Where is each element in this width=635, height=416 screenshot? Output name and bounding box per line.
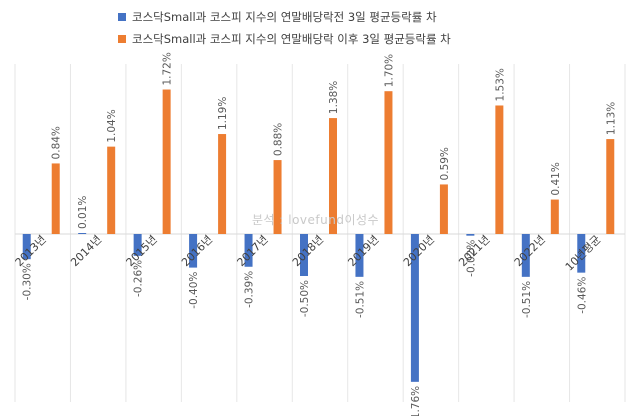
bar-before-0 bbox=[22, 234, 31, 260]
bar-after-2 bbox=[162, 89, 171, 235]
bar-after-3 bbox=[218, 134, 227, 234]
category-tick-labels: 2013년 2014년 2015년 2016년 2017년 2018년 2019년 2020년… bbox=[13, 233, 604, 274]
bar-after-9 bbox=[550, 199, 559, 234]
bar-before-10 bbox=[577, 234, 586, 273]
bar-after-8 bbox=[495, 105, 504, 234]
data-label-before-10: -0.46% bbox=[576, 277, 588, 314]
data-label-before-1: 0.01% bbox=[77, 196, 89, 229]
bar-before-6 bbox=[355, 234, 364, 277]
bar-before-8 bbox=[466, 234, 475, 236]
legend-swatch-series-1 bbox=[118, 13, 126, 21]
bar-after-1 bbox=[107, 146, 116, 234]
tick-label-7: 2020년 bbox=[401, 233, 437, 269]
bar-before-3 bbox=[189, 234, 198, 268]
bar-before-1 bbox=[78, 233, 87, 234]
watermark-annotation: 분석 : lovefund이성수 bbox=[252, 213, 380, 227]
data-label-before-3: -0.40% bbox=[188, 272, 200, 309]
category-gridlines bbox=[14, 64, 626, 402]
data-label-before-8: -0.02% bbox=[465, 240, 477, 277]
legend-swatch-series-2 bbox=[118, 35, 126, 43]
legend-label-series-1: 코스닥Small과 코스피 지수의 연말배당락전 3일 평균등락률 차 bbox=[132, 10, 437, 24]
bar-before-2 bbox=[133, 234, 142, 256]
data-label-before-4: -0.39% bbox=[244, 271, 256, 308]
tick-label-9: 2022년 bbox=[512, 233, 548, 269]
data-label-after-1: 1.04% bbox=[106, 109, 118, 142]
legend: 코스닥Small과 코스피 지수의 연말배당락전 3일 평균등락률 차 코스닥S… bbox=[118, 6, 451, 50]
bar-after-7 bbox=[439, 184, 448, 234]
bar-after-5 bbox=[329, 118, 337, 234]
data-label-before-5: -0.50% bbox=[299, 280, 311, 317]
tick-label-1: 2014년 bbox=[68, 233, 104, 269]
legend-item-series-1: 코스닥Small과 코스피 지수의 연말배당락전 3일 평균등락률 차 bbox=[118, 6, 451, 28]
data-label-after-4: 0.88% bbox=[273, 123, 285, 156]
bar-before-9 bbox=[521, 234, 530, 277]
data-label-after-3: 1.19% bbox=[217, 97, 229, 130]
bar-after-0 bbox=[51, 163, 60, 234]
bar-before-7 bbox=[410, 234, 419, 382]
tick-label-5: 2018년 bbox=[290, 233, 326, 269]
data-label-after-6: 1.70% bbox=[383, 54, 395, 87]
data-label-after-5: 1.38% bbox=[328, 81, 340, 114]
bars bbox=[22, 89, 615, 382]
tick-label-4: 2017년 bbox=[235, 233, 271, 269]
tick-label-3: 2016년 bbox=[179, 233, 215, 269]
bar-after-4 bbox=[273, 160, 282, 234]
bar-after-10 bbox=[606, 139, 615, 234]
tick-label-6: 2019년 bbox=[345, 233, 381, 269]
data-labels: -0.30% 0.84% 0.01% 1.04% -0.26% 1.72% -0.40% 1.… bbox=[22, 52, 618, 416]
data-label-after-8: 1.53% bbox=[494, 68, 506, 101]
data-label-before-0: -0.30% bbox=[22, 263, 34, 300]
data-label-after-7: 0.59% bbox=[439, 147, 451, 180]
legend-item-series-2: 코스닥Small과 코스피 지수의 연말배당락 이후 3일 평균등락률 차 bbox=[118, 28, 451, 50]
data-label-before-7: -1.76% bbox=[410, 386, 422, 416]
data-label-before-2: -0.26% bbox=[133, 260, 145, 297]
data-label-before-6: -0.51% bbox=[354, 281, 366, 318]
bar-before-4 bbox=[244, 234, 253, 267]
bar-before-5 bbox=[300, 234, 308, 276]
data-label-after-9: 0.41% bbox=[550, 162, 562, 195]
legend-label-series-2: 코스닥Small과 코스피 지수의 연말배당락 이후 3일 평균등락률 차 bbox=[132, 32, 451, 46]
bar-after-6 bbox=[384, 91, 393, 234]
data-label-after-10: 1.13% bbox=[605, 102, 617, 135]
data-label-after-2: 1.72% bbox=[162, 52, 174, 85]
data-label-before-9: -0.51% bbox=[521, 281, 533, 318]
data-label-after-0: 0.84% bbox=[51, 126, 63, 159]
